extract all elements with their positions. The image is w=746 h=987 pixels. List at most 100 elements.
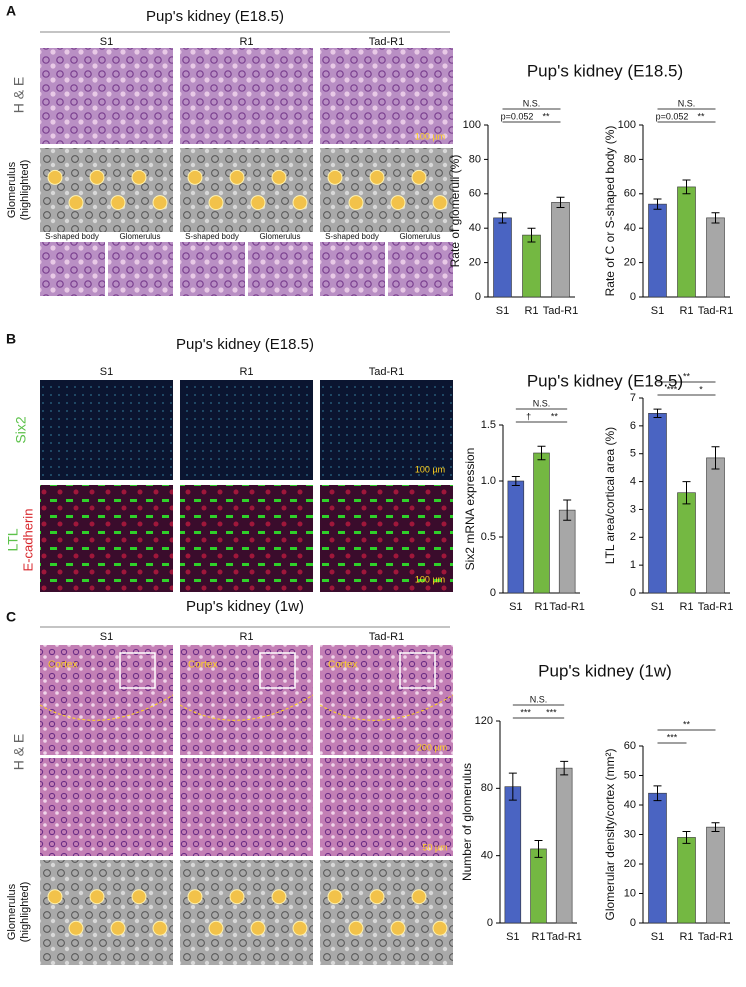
y-tick-label: 1	[630, 559, 636, 571]
glomerulus-highlight	[411, 169, 427, 185]
significance-label: ***	[520, 707, 531, 717]
glomerulus-highlight	[47, 169, 63, 185]
bar	[533, 452, 550, 594]
y-tick-label: 0	[630, 291, 636, 303]
region-label: Cortex	[48, 660, 77, 671]
x-tick-label: S1	[506, 931, 519, 943]
y-tick-label: 1.5	[481, 419, 496, 431]
y-tick-label: 2	[630, 531, 636, 543]
scale-bar-label: 100 µm	[415, 574, 445, 584]
column-label: S1	[100, 631, 113, 643]
glomerulus-highlight	[369, 169, 385, 185]
micrograph	[40, 758, 173, 856]
y-tick-label: 0	[630, 917, 636, 929]
glomerulus-highlight	[271, 169, 287, 185]
bar	[522, 234, 541, 298]
error-bar	[682, 831, 691, 844]
significance-label: †	[526, 411, 531, 421]
error-bar	[711, 446, 720, 470]
x-tick-label: R1	[679, 931, 693, 943]
bar	[677, 837, 696, 924]
cortex-boundary	[179, 694, 314, 721]
x-tick-label: Tad-R1	[549, 601, 584, 613]
error-bar	[498, 212, 507, 224]
y-tick-label: 100	[463, 119, 481, 131]
micrograph	[180, 48, 313, 144]
error-bar	[711, 212, 720, 224]
column-label: R1	[239, 36, 253, 48]
glomerulus-highlight	[292, 920, 308, 936]
micrograph	[248, 242, 313, 296]
chart-title: Pup's kidney (E18.5)	[527, 371, 683, 390]
glomerulus-highlight	[68, 195, 84, 211]
inset-box	[259, 652, 296, 689]
y-tick-label: 80	[624, 153, 636, 165]
significance-label: ***	[546, 707, 557, 717]
micrograph	[40, 242, 105, 296]
glomerulus-highlight	[187, 889, 203, 905]
y-axis-title: Six2 mRNA expression	[463, 448, 477, 571]
inset-label: Glomerulus	[260, 232, 301, 241]
glomerulus-highlight	[229, 169, 245, 185]
x-tick-label: S1	[651, 931, 664, 943]
region-label: Cortex	[328, 660, 357, 671]
significance-label: p=0.052	[501, 111, 534, 121]
micrograph	[320, 48, 453, 144]
micrograph	[180, 645, 313, 755]
column-label: Tad-R1	[369, 366, 404, 378]
y-axis-title: Rate of glomeruli (%)	[448, 155, 462, 268]
significance-label: **	[542, 111, 550, 121]
error-bar	[556, 196, 565, 209]
error-bar	[682, 179, 691, 195]
column-label: Tad-R1	[369, 36, 404, 48]
bar	[648, 792, 667, 924]
glomerulus-highlight	[229, 889, 245, 905]
bar	[493, 217, 512, 298]
micrograph	[40, 148, 173, 232]
glomerulus-highlight	[208, 920, 224, 936]
micrograph	[180, 380, 313, 480]
glomerulus-highlight	[390, 920, 406, 936]
bar	[558, 509, 576, 594]
y-tick-label: 20	[624, 858, 636, 870]
glomerulus-highlight	[271, 889, 287, 905]
x-tick-label: Tad-R1	[698, 305, 733, 317]
error-bar	[511, 476, 520, 486]
error-bar	[527, 227, 536, 243]
y-tick-label: 60	[469, 188, 481, 200]
glomerulus-highlight	[250, 920, 266, 936]
micrograph	[180, 242, 245, 296]
x-tick-label: R1	[524, 305, 538, 317]
inset-label: S-shaped body	[185, 232, 239, 241]
glomerulus-highlight	[432, 195, 448, 211]
x-tick-label: Tad-R1	[543, 305, 578, 317]
glomerulus-highlight	[348, 920, 364, 936]
y-axis-title: Glomerular density/cortex (mm²)	[603, 748, 617, 920]
micrograph	[180, 148, 313, 232]
y-tick-label: 0	[630, 587, 636, 599]
glomerulus-highlight	[208, 195, 224, 211]
micrograph	[180, 860, 313, 965]
y-tick-label: 40	[481, 850, 493, 862]
y-axis-title: Rate of C or S-shaped body (%)	[603, 126, 617, 297]
micrograph	[180, 485, 313, 592]
inset-box	[399, 652, 436, 689]
micrograph	[40, 485, 173, 592]
panel-title: Pup's kidney (1w)	[186, 598, 304, 615]
error-bar	[560, 760, 569, 776]
y-tick-label: 60	[624, 740, 636, 752]
significance-label: **	[697, 111, 705, 121]
panel-letter: A	[6, 3, 16, 19]
bar	[677, 492, 696, 594]
micrograph	[320, 645, 453, 755]
bar	[706, 826, 725, 924]
micrograph	[320, 860, 453, 965]
inset-label: S-shaped body	[325, 232, 379, 241]
glomerulus-highlight	[89, 169, 105, 185]
y-tick-label: 0	[490, 587, 496, 599]
column-label: R1	[239, 631, 253, 643]
column-label: Tad-R1	[369, 631, 404, 643]
panel-title: Pup's kidney (E18.5)	[146, 8, 284, 25]
error-bar	[682, 481, 691, 505]
glomerulus-highlight	[432, 920, 448, 936]
